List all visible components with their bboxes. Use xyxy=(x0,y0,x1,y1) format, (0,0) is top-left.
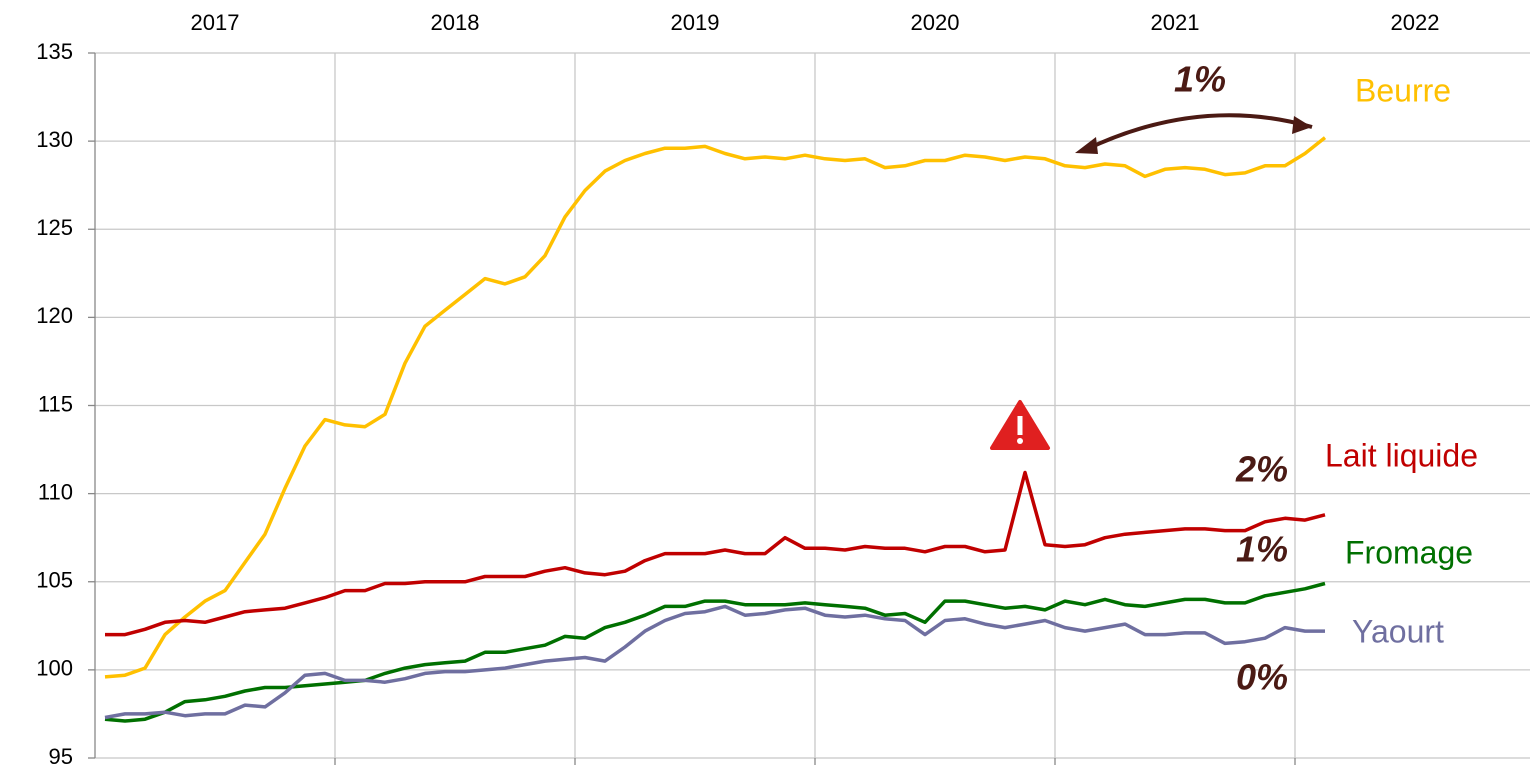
x-tick-label: 2019 xyxy=(671,10,720,35)
series-label: Fromage xyxy=(1345,534,1473,570)
series-line xyxy=(104,136,1327,679)
y-tick-label: 95 xyxy=(49,744,73,765)
series-label: Yaourt xyxy=(1352,613,1444,649)
arrow xyxy=(1084,113,1313,152)
warning-mark xyxy=(1017,416,1023,435)
x-tick-label: 2020 xyxy=(911,10,960,35)
change-annotation: 1% xyxy=(1236,529,1288,570)
y-tick-label: 125 xyxy=(36,215,73,240)
change-annotation: 2% xyxy=(1235,449,1288,490)
series-line xyxy=(104,581,1326,723)
y-tick-label: 100 xyxy=(36,656,73,681)
x-tick-label: 2018 xyxy=(431,10,480,35)
x-tick-label: 2022 xyxy=(1391,10,1440,35)
y-tick-label: 115 xyxy=(38,391,73,416)
y-tick-label: 130 xyxy=(36,127,73,152)
x-tick-label: 2021 xyxy=(1151,10,1200,35)
series-line xyxy=(105,470,1326,637)
warning-icon xyxy=(990,400,1050,450)
y-tick-label: 105 xyxy=(36,568,73,593)
lines xyxy=(104,136,1327,723)
y-tick-label: 110 xyxy=(38,479,73,504)
y-tick-label: 120 xyxy=(36,303,73,328)
y-tick-label: 135 xyxy=(36,39,73,64)
arrow-head xyxy=(1292,116,1312,134)
series-line xyxy=(104,604,1325,720)
warning-dot xyxy=(1017,438,1023,444)
change-annotation: 0% xyxy=(1236,657,1288,698)
series-label: Beurre xyxy=(1355,72,1451,108)
arrow-head xyxy=(1075,137,1098,154)
change-annotation: 1% xyxy=(1174,59,1226,100)
x-tick-label: 2017 xyxy=(191,10,240,35)
grid xyxy=(88,52,1530,765)
labels: 95 100 105 110 115 120 125 130 135 2017 2018 2019 20… xyxy=(36,10,1478,765)
series-label: Lait liquide xyxy=(1325,437,1478,473)
